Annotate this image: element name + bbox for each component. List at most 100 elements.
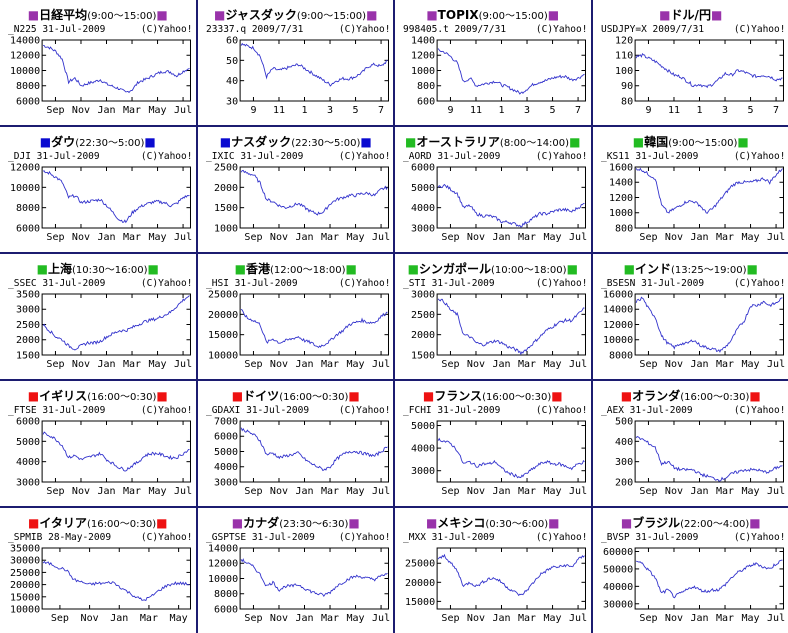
y-tick-label: 6000 bbox=[16, 224, 40, 235]
y-tick-label: 1200 bbox=[411, 51, 435, 62]
plot-frame bbox=[41, 293, 191, 356]
plot-frame bbox=[41, 547, 191, 610]
y-tick-label: 60000 bbox=[602, 547, 632, 558]
chart-cell[interactable]: ■ドイツ(16:00〜0:30)■ _GDAXI 31-Jul-2009 (C)Ya… bbox=[197, 381, 393, 506]
chart-cell[interactable]: ■フランス(16:00〜0:30)■ _FCHI 31-Jul-2009 (C)Ya… bbox=[395, 381, 591, 506]
square-marker-icon: ■ bbox=[231, 516, 242, 530]
chart-title[interactable]: ■ジャスダック(9:00〜15:00)■ bbox=[214, 7, 377, 22]
y-tick-label: 110 bbox=[615, 51, 633, 62]
y-tick-label: 2000 bbox=[411, 330, 435, 341]
chart-title[interactable]: ■ブラジル(22:00〜4:00)■ bbox=[620, 515, 760, 530]
x-tick-label: Mar bbox=[715, 613, 733, 624]
trading-hours: (16:00〜0:30) bbox=[680, 392, 749, 403]
price-line bbox=[437, 48, 585, 95]
y-tick-label: 1000 bbox=[213, 224, 237, 235]
x-tick-label: Nov bbox=[467, 486, 485, 497]
y-tick-label: 1200 bbox=[608, 193, 632, 204]
chart-title[interactable]: ■香港(12:00〜18:00)■ bbox=[234, 261, 356, 276]
copyright: (C)Yahoo! bbox=[338, 405, 390, 416]
chart-cell[interactable]: ■メキシコ(0:30〜6:00)■ _MXX 31-Jul-2009 (C)Yaho… bbox=[395, 508, 591, 633]
chart-cell[interactable]: ■ナスダック(22:30〜5:00)■ _IXIC 31-Jul-2009 (C)Y… bbox=[197, 127, 393, 252]
y-tick-label: 20000 bbox=[10, 580, 40, 591]
chart-cell[interactable]: ■ブラジル(22:00〜4:00)■ _BVSP 31-Jul-2009 (C)Ya… bbox=[592, 508, 788, 633]
chart-cell[interactable]: ■ダウ(22:30〜5:00)■ _DJI 31-Jul-2009 (C)Yahoo… bbox=[0, 127, 196, 252]
chart-cell[interactable]: ■オーストラリア(8:00〜14:00)■ _AORD 31-Jul-2009 (C… bbox=[395, 127, 591, 252]
chart-title[interactable]: ■イギリス(16:00〜0:30)■ bbox=[28, 388, 168, 403]
price-line bbox=[42, 295, 190, 351]
chart-title[interactable]: ■オランダ(16:00〜0:30)■ bbox=[620, 388, 760, 403]
chart-title[interactable]: ■ドイツ(16:00〜0:30)■ bbox=[231, 389, 359, 403]
chart-cell[interactable]: ■日経平均(9:00〜15:00)■ _N225 31-Jul-2009 (C)Ya… bbox=[0, 0, 196, 125]
chart-symbol-date: _GSPTSE 31-Jul-2009 bbox=[206, 532, 315, 543]
price-line bbox=[635, 435, 783, 482]
chart-title[interactable]: ■TOPIX(9:00〜15:00)■ bbox=[426, 8, 559, 22]
market-name: TOPIX bbox=[438, 8, 480, 22]
chart-cell[interactable]: ■インド(13:25〜19:00)■ _BSESN 31-Jul-2009 (C)Y… bbox=[592, 254, 788, 379]
price-line bbox=[240, 427, 388, 472]
x-tick-label: 7 bbox=[773, 105, 779, 116]
price-line bbox=[240, 42, 388, 87]
chart-cell[interactable]: ■イタリア(16:00〜0:30)■ _SPMIB 28-May-2009 (C)Y… bbox=[0, 508, 196, 633]
y-tick-label: 15000 bbox=[405, 597, 435, 608]
chart-symbol-date: _N225 31-Jul-2009 bbox=[8, 24, 106, 35]
market-name: オランダ bbox=[632, 388, 680, 403]
chart-title[interactable]: ■オーストラリア(8:00〜14:00)■ bbox=[405, 135, 580, 149]
chart-cell[interactable]: ■ドル/円■ USDJPY=X 2009/7/31 (C)Yahoo! 120 110 1… bbox=[592, 0, 788, 125]
x-tick-label: Jan bbox=[492, 613, 510, 624]
chart-title[interactable]: ■イタリア(16:00〜0:30)■ bbox=[28, 516, 167, 530]
square-marker-icon: ■ bbox=[156, 389, 167, 403]
chart-cell[interactable]: ■イギリス(16:00〜0:30)■ _FTSE 31-Jul-2009 (C)Ya… bbox=[0, 381, 196, 506]
x-tick-label: Jan bbox=[295, 486, 313, 497]
x-tick-label: Jul bbox=[174, 105, 192, 116]
chart-cell[interactable]: ■オランダ(16:00〜0:30)■ _AEX 31-Jul-2009 (C)Yah… bbox=[592, 381, 788, 506]
chart-cell[interactable]: ■韓国(9:00〜15:00)■ _KS11 31-Jul-2009 (C)Yaho… bbox=[592, 127, 788, 252]
chart-cell[interactable]: ■ジャスダック(9:00〜15:00)■ 23337.q 2009/7/31 (C)… bbox=[197, 0, 393, 125]
chart-title[interactable]: ■カナダ(23:30〜6:30)■ bbox=[231, 515, 359, 530]
market-name: ナスダック bbox=[231, 134, 291, 149]
x-tick-label: Sep bbox=[639, 359, 657, 370]
chart-cell[interactable]: ■カナダ(23:30〜6:30)■ _GSPTSE 31-Jul-2009 (C)Y… bbox=[197, 508, 393, 633]
y-tick-label: 15000 bbox=[10, 592, 40, 603]
chart-title[interactable]: ■シンガポール(10:00〜18:00)■ bbox=[408, 261, 578, 276]
chart-title[interactable]: ■韓国(9:00〜15:00)■ bbox=[632, 134, 748, 149]
chart-title[interactable]: ■ダウ(22:30〜5:00)■ bbox=[40, 134, 156, 149]
x-tick-label: Nov bbox=[664, 613, 682, 624]
y-tick-label: 6000 bbox=[16, 417, 40, 428]
x-tick-label: 7 bbox=[378, 105, 384, 116]
x-tick-label: Sep bbox=[441, 232, 459, 243]
square-marker-icon: ■ bbox=[28, 516, 39, 530]
x-tick-label: Mar bbox=[123, 486, 141, 497]
chart-title[interactable]: ■メキシコ(0:30〜6:00)■ bbox=[426, 516, 560, 530]
chart-svg: ■イタリア(16:00〜0:30)■_SPMIB 28-May-2009 (C)Y… bbox=[8, 516, 192, 624]
trading-hours: (9:00〜15:00) bbox=[668, 138, 737, 149]
chart-cell[interactable]: ■シンガポール(10:00〜18:00)■ _STI 31-Jul-2009 (C)… bbox=[395, 254, 591, 379]
chart-svg: ■イギリス(16:00〜0:30)■_FTSE 31-Jul-2009 (C)Ya… bbox=[8, 388, 192, 497]
price-line bbox=[240, 308, 387, 349]
y-tick-label: 12000 bbox=[602, 320, 632, 331]
chart-cell[interactable]: ■上海(10:30〜16:00)■ _SSEC 31-Jul-2009 (C)Yah… bbox=[0, 254, 196, 379]
chart-title[interactable]: ■日経平均(9:00〜15:00)■ bbox=[28, 7, 168, 22]
x-tick-label: Mar bbox=[715, 486, 733, 497]
chart-cell[interactable]: ■香港(12:00〜18:00)■ _HSI 31-Jul-2009 (C)Yaho… bbox=[197, 254, 393, 379]
chart-title[interactable]: ■ドル/円■ bbox=[659, 8, 722, 22]
y-tick-label: 25000 bbox=[10, 568, 40, 579]
price-line bbox=[437, 183, 585, 228]
x-tick-label: Sep bbox=[51, 613, 69, 624]
square-marker-icon: ■ bbox=[148, 262, 159, 276]
square-marker-icon: ■ bbox=[214, 8, 225, 22]
y-tick-label: 10000 bbox=[10, 66, 40, 77]
square-marker-icon: ■ bbox=[659, 8, 670, 22]
x-tick-label: Jan bbox=[492, 486, 510, 497]
chart-title[interactable]: ■上海(10:30〜16:00)■ bbox=[37, 261, 159, 276]
square-marker-icon: ■ bbox=[623, 262, 634, 276]
x-tick-label: Jan bbox=[97, 359, 115, 370]
chart-cell[interactable]: ■TOPIX(9:00〜15:00)■ 998405.t 2009/7/31 (C)… bbox=[395, 0, 591, 125]
copyright: (C)Yahoo! bbox=[536, 532, 588, 543]
x-tick-label: May bbox=[741, 613, 759, 624]
price-line bbox=[437, 298, 585, 356]
chart-title[interactable]: ■ナスダック(22:30〜5:00)■ bbox=[219, 134, 371, 149]
square-marker-icon: ■ bbox=[746, 262, 757, 276]
square-marker-icon: ■ bbox=[548, 516, 559, 530]
chart-title[interactable]: ■フランス(16:00〜0:30)■ bbox=[423, 389, 563, 403]
chart-title[interactable]: ■インド(13:25〜19:00)■ bbox=[623, 262, 757, 276]
